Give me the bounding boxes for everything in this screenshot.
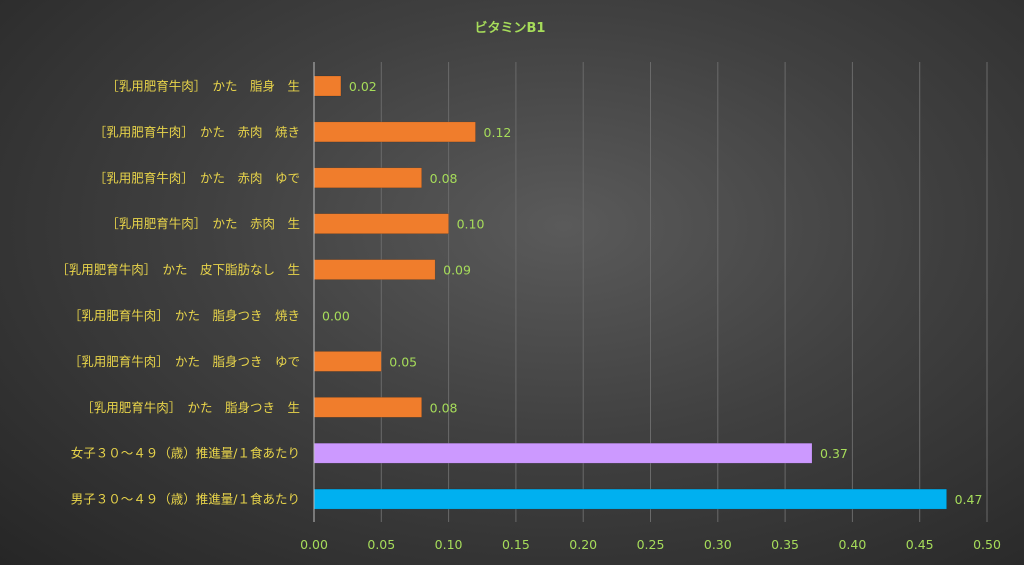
data-label: 0.08 — [430, 171, 458, 186]
category-label: ［乳用肥育牛肉］ かた 脂身つき ゆで — [69, 354, 300, 369]
x-tick-label: 0.15 — [502, 537, 530, 552]
x-tick-label: 0.50 — [973, 537, 1001, 552]
data-label: 0.09 — [443, 263, 471, 278]
chart-title: ビタミンB1 — [475, 20, 546, 36]
data-label: 0.10 — [457, 217, 485, 232]
x-tick-label: 0.00 — [300, 537, 328, 552]
category-label: ［乳用肥育牛肉］ かた 皮下脂肪なし 生 — [56, 262, 300, 277]
data-label: 0.05 — [389, 354, 417, 369]
x-tick-label: 0.35 — [771, 537, 799, 552]
x-tick-label: 0.30 — [704, 537, 732, 552]
x-axis-tick-labels: 0.00 0.05 0.10 0.15 0.20 0.25 0.30 0.35 0.40 0.45… — [300, 537, 1001, 552]
category-label: ［乳用肥育牛肉］ かた 脂身 生 — [106, 79, 300, 94]
category-labels: ［乳用肥育牛肉］ かた 脂身 生 ［乳用肥育牛肉］ かた 赤肉 焼き ［乳用肥育牛肉… — [56, 79, 300, 507]
x-tick-label: 0.40 — [838, 537, 866, 552]
bar — [313, 259, 436, 280]
data-label: 0.02 — [349, 79, 377, 94]
x-tick-label: 0.20 — [569, 537, 597, 552]
category-label: ［乳用肥育牛肉］ かた 脂身つき 焼き — [69, 308, 300, 323]
category-label: ［乳用肥育牛肉］ かた 赤肉 生 — [106, 216, 300, 231]
bar — [313, 167, 422, 189]
bar — [313, 488, 947, 510]
bar — [313, 351, 382, 372]
category-label: ［乳用肥育牛肉］ かた 赤肉 焼き — [94, 124, 300, 139]
data-label: 0.37 — [820, 446, 848, 461]
data-label: 0.47 — [955, 492, 983, 507]
bar — [313, 213, 449, 234]
category-label: ［乳用肥育牛肉］ かた 赤肉 ゆで — [94, 170, 300, 185]
data-labels: 0.02 0.12 0.08 0.10 0.09 0.00 0.05 0.08 0.37 0.47 — [322, 79, 982, 507]
x-tick-label: 0.25 — [637, 537, 665, 552]
data-label: 0.08 — [430, 400, 458, 415]
category-label: ［乳用肥育牛肉］ かた 脂身つき 生 — [81, 400, 300, 415]
data-label: 0.00 — [322, 309, 350, 324]
bar — [313, 75, 342, 97]
data-label: 0.12 — [484, 125, 512, 140]
bar — [313, 442, 813, 464]
category-label: 男子３０～４９（歳）推進量/１食あたり — [71, 492, 300, 507]
x-tick-label: 0.45 — [906, 537, 934, 552]
category-label: 女子３０～４９（歳）推進量/１食あたり — [71, 446, 300, 461]
bar — [313, 397, 422, 418]
x-tick-label: 0.05 — [367, 537, 395, 552]
bars — [313, 75, 947, 510]
x-tick-label: 0.10 — [435, 537, 463, 552]
bar — [313, 121, 476, 143]
